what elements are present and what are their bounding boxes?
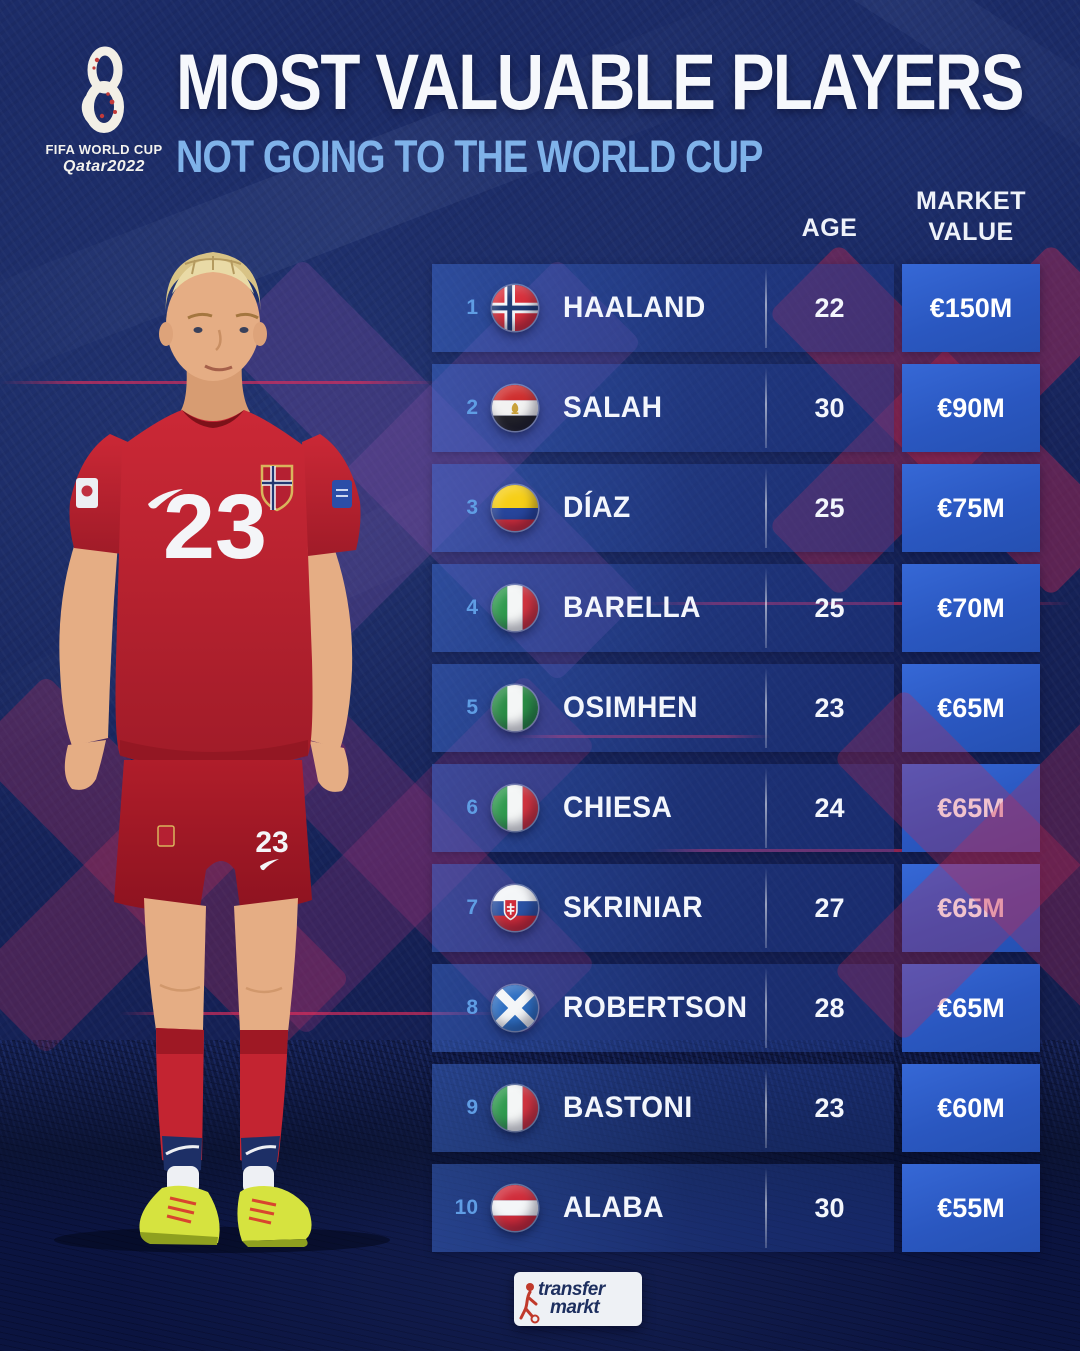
italy-flag-icon: [492, 1085, 538, 1131]
age-value: 22: [814, 292, 845, 323]
rank-label: 6: [466, 796, 478, 819]
market-value: €65M: [902, 764, 1040, 852]
table-row: 8 ROBERTSON 28 €65M: [432, 964, 1040, 1052]
player-name: ALABA: [563, 1191, 665, 1224]
rank-label: 4: [466, 596, 478, 619]
shorts-number: 23: [255, 826, 288, 859]
table-row: 7 SKRINIAR 27 €65M: [432, 864, 1040, 952]
fifa-world-cup-emblem-icon: [81, 46, 124, 133]
market-value-header-line2: VALUE: [928, 218, 1014, 246]
egypt-flag-icon: [492, 385, 538, 431]
age-value: 30: [814, 1192, 845, 1223]
rank-label: 10: [454, 1196, 478, 1219]
age-value: 23: [814, 692, 845, 723]
transfermarkt-player-icon: [519, 1283, 540, 1324]
row-band: 5 OSIMHEN 23: [432, 664, 894, 752]
jersey-number: 23: [163, 476, 267, 578]
age-value: 27: [814, 892, 845, 923]
player-name: DÍAZ: [563, 491, 631, 524]
row-band: 2 SALAH 30: [432, 364, 894, 452]
rank-label: 9: [466, 1096, 478, 1119]
page-subtitle: NOT GOING TO THE WORLD CUP: [176, 131, 763, 182]
fifa-logo-year: Qatar2022: [63, 158, 145, 175]
table-row: 2 SALAH 30 €90M: [432, 364, 1040, 452]
row-band: 9 BASTONI 23: [432, 1064, 894, 1152]
table-row: 10 ALABA 30 €55M: [432, 1164, 1040, 1252]
rank-label: 2: [466, 396, 478, 419]
colombia-flag-icon: [492, 485, 538, 531]
table-row: 3 DÍAZ 25 €75M: [432, 464, 1040, 552]
player-name: BASTONI: [563, 1091, 693, 1124]
row-band: 6 CHIESA 24: [432, 764, 894, 852]
austria-flag-icon: [492, 1185, 538, 1231]
slovakia-flag-icon: [492, 885, 538, 931]
table-header-market-value: MARKET VALUE: [902, 186, 1040, 248]
market-value: €65M: [902, 864, 1040, 952]
player-name: BARELLA: [563, 591, 702, 624]
market-value: €60M: [902, 1064, 1040, 1152]
age-value: 25: [814, 492, 845, 523]
rank-label: 5: [466, 696, 478, 719]
market-value: €65M: [902, 964, 1040, 1052]
player-name: OSIMHEN: [563, 691, 698, 724]
age-value: 25: [814, 592, 845, 623]
red-line-decoration: [120, 1012, 500, 1015]
red-line-decoration: [650, 849, 960, 852]
rank-label: 1: [466, 296, 478, 319]
market-value-header-line1: MARKET: [916, 187, 1026, 215]
fifa-logo-wordmark: FIFA WORLD CUP: [45, 142, 163, 157]
norway-flag-icon: [492, 285, 538, 331]
red-line-decoration: [516, 735, 771, 738]
scotland-flag-icon: [492, 985, 538, 1031]
player-photo-haaland: 23 23: [54, 252, 390, 1253]
transfermarkt-logo: transfer markt: [514, 1272, 642, 1326]
player-name: SKRINIAR: [563, 891, 704, 924]
nigeria-flag-icon: [492, 685, 538, 731]
market-value: €150M: [902, 264, 1040, 352]
red-line-decoration: [640, 602, 1070, 605]
table-header-age: AGE: [801, 214, 858, 242]
rank-label: 7: [466, 896, 478, 919]
age-value: 23: [814, 1092, 845, 1123]
norway-crest: [260, 464, 294, 512]
player-name: CHIESA: [563, 791, 673, 824]
row-band: 3 DÍAZ 25: [432, 464, 894, 552]
player-name: ROBERTSON: [563, 991, 748, 1024]
rank-label: 3: [466, 496, 478, 519]
player-name: HAALAND: [563, 291, 706, 324]
row-band: 8 ROBERTSON 28: [432, 964, 894, 1052]
italy-flag-icon: [492, 585, 538, 631]
age-value: 24: [814, 792, 845, 823]
market-value: €55M: [902, 1164, 1040, 1252]
market-value: €90M: [902, 364, 1040, 452]
age-value: 30: [814, 392, 845, 423]
rank-label: 8: [466, 996, 478, 1019]
table-row: 1 HAALAND 22 €150M: [432, 264, 1040, 352]
page-title: MOST VALUABLE PLAYERS: [176, 37, 1024, 126]
table-row: 5 OSIMHEN 23 €65M: [432, 664, 1040, 752]
header-titles: MOST VALUABLE PLAYERS NOT GOING TO THE W…: [176, 42, 1080, 179]
age-value: 28: [814, 992, 845, 1023]
table-row: 4 BARELLA 25 €70M: [432, 564, 1040, 652]
players-table: AGE MARKET VALUE 1 HAALAND 22 €150M 2 SA…: [432, 187, 1040, 1252]
market-value: €65M: [902, 664, 1040, 752]
transfermarkt-wordmark-bottom: markt: [550, 1297, 600, 1318]
row-band: 10 ALABA 30: [432, 1164, 894, 1252]
market-value: €75M: [902, 464, 1040, 552]
row-band: 7 SKRINIAR 27: [432, 864, 894, 952]
market-value: €70M: [902, 564, 1040, 652]
row-band: 4 BARELLA 25: [432, 564, 894, 652]
row-band: 1 HAALAND 22: [432, 264, 894, 352]
table-row: 6 CHIESA 24 €65M: [432, 764, 1040, 852]
italy-flag-icon: [492, 785, 538, 831]
player-name: SALAH: [563, 391, 663, 424]
table-rows: 1 HAALAND 22 €150M 2 SALAH 30 €90M 3 DÍA…: [432, 264, 1040, 1252]
table-row: 9 BASTONI 23 €60M: [432, 1064, 1040, 1152]
fifa-world-cup-logo: FIFA WORLD CUP Qatar2022: [44, 44, 164, 176]
